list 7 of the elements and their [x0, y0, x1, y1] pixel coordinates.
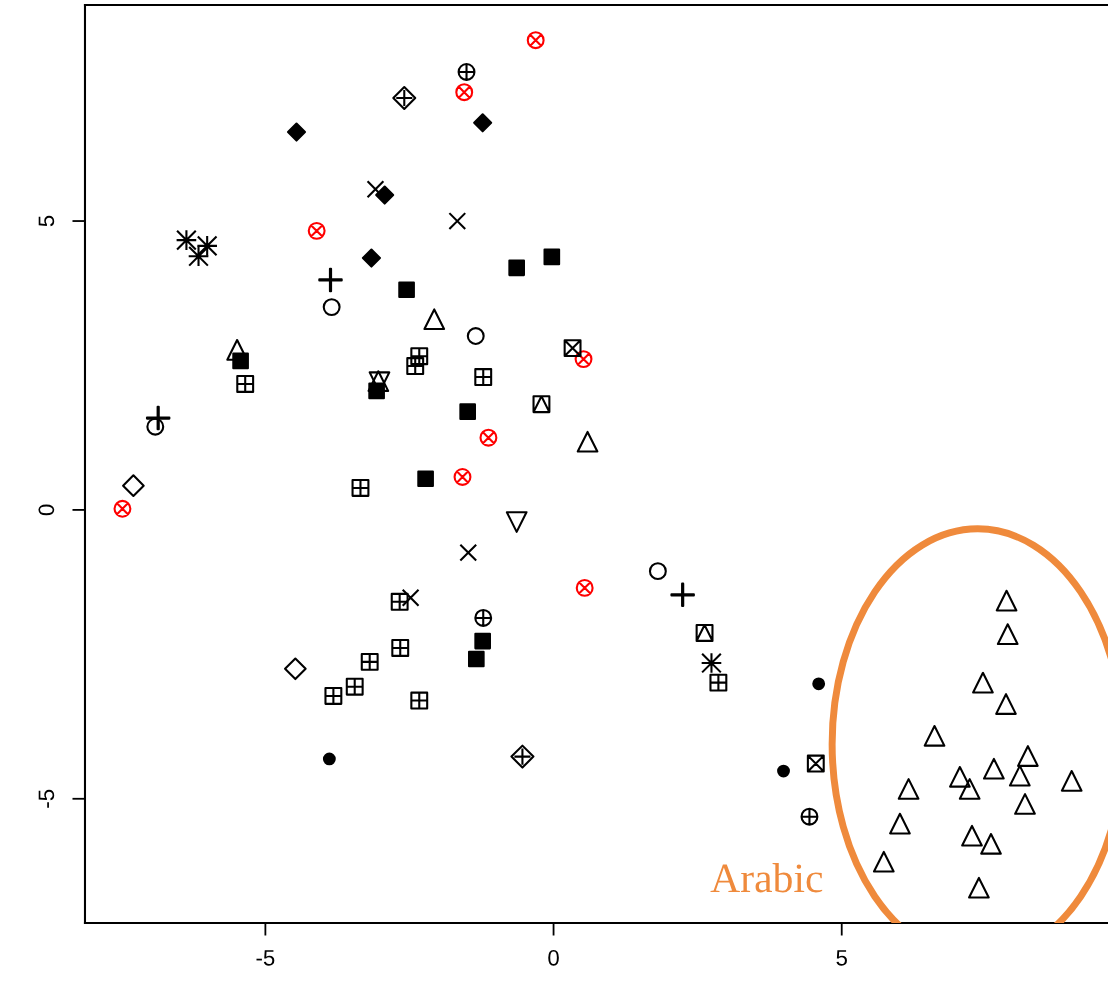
y-tick-label: 5 — [38, 215, 55, 227]
x-tick-label: 0 — [548, 949, 559, 966]
annotation: Arabic — [710, 863, 823, 893]
x-tick-label: -5 — [256, 950, 275, 966]
y-tick-label: 0 — [38, 504, 55, 516]
x-tick-label: 5 — [836, 950, 847, 966]
y-tick-label: -5 — [38, 789, 55, 808]
